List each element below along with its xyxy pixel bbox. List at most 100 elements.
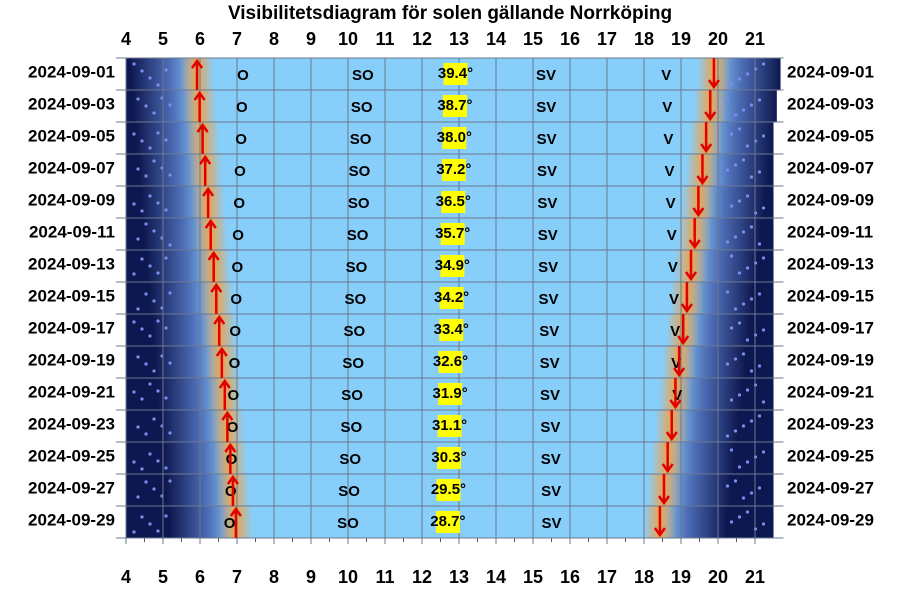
direction-label: O <box>232 227 244 244</box>
elevation-box <box>437 415 462 437</box>
x-tick-label-bottom: 8 <box>269 567 279 587</box>
star <box>164 138 168 142</box>
date-label-left: 2024-09-27 <box>28 478 115 497</box>
star <box>132 530 136 534</box>
star <box>164 68 168 72</box>
star <box>737 515 742 519</box>
date-label-left: 2024-09-23 <box>28 414 115 433</box>
direction-label: SO <box>350 131 372 148</box>
star <box>140 515 144 519</box>
x-tick-label-top: 8 <box>269 29 279 49</box>
star <box>156 271 160 275</box>
date-label-left: 2024-09-05 <box>28 126 115 145</box>
date-label-right: 2024-09-07 <box>787 158 874 177</box>
x-tick-label-top: 14 <box>486 29 506 49</box>
date-label-left: 2024-09-25 <box>28 446 115 465</box>
star <box>757 292 762 296</box>
date-label-left: 2024-09-03 <box>28 94 115 113</box>
x-tick-label-top: 9 <box>306 29 316 49</box>
elevation-box <box>439 319 464 341</box>
date-label-left: 2024-09-21 <box>28 382 115 401</box>
direction-label: SV <box>538 227 558 244</box>
star <box>168 291 172 295</box>
date-label-right: 2024-09-23 <box>787 414 874 433</box>
x-tick-label-top: 18 <box>634 29 654 49</box>
star <box>132 320 136 324</box>
star <box>148 194 152 198</box>
star <box>148 76 152 80</box>
date-label-left: 2024-09-01 <box>28 62 115 81</box>
star <box>737 199 742 203</box>
direction-label: V <box>667 227 677 244</box>
star <box>152 299 156 303</box>
sunset-arrow <box>700 122 713 154</box>
sunrise-arrow <box>226 474 239 506</box>
elevation-label: 32.6° <box>433 353 468 370</box>
elevation-label: 31.9° <box>433 385 468 402</box>
x-tick-label-top: 20 <box>708 29 728 49</box>
date-label-right: 2024-09-01 <box>787 62 874 81</box>
star <box>136 97 140 101</box>
direction-label: SV <box>537 195 557 212</box>
x-tick-label-bottom: 20 <box>708 567 728 587</box>
star <box>725 96 730 100</box>
star <box>761 328 766 332</box>
direction-label: O <box>234 163 246 180</box>
date-label-right: 2024-09-11 <box>787 222 873 241</box>
star <box>761 206 766 210</box>
star <box>749 491 754 495</box>
x-tick-label-bottom: 10 <box>338 567 358 587</box>
star <box>729 254 734 258</box>
star <box>741 424 746 428</box>
star <box>733 235 738 239</box>
sunset-arrow <box>707 58 720 90</box>
date-label-right: 2024-09-19 <box>787 350 874 369</box>
date-label-left: 2024-09-19 <box>28 350 115 369</box>
direction-label: SV <box>536 67 556 84</box>
direction-label: V <box>665 163 675 180</box>
direction-label: O <box>224 515 236 532</box>
star <box>148 522 152 526</box>
star <box>168 431 172 435</box>
x-tick-label-bottom: 16 <box>560 567 580 587</box>
x-tick-label-bottom: 15 <box>523 567 543 587</box>
x-tick-label-top: 13 <box>449 29 469 49</box>
x-tick-label-bottom: 11 <box>375 567 394 587</box>
star <box>140 209 144 213</box>
star <box>745 144 750 148</box>
star <box>741 230 746 234</box>
star <box>132 460 136 464</box>
sunset-arrow <box>680 282 693 314</box>
sunrise-arrow <box>202 186 215 218</box>
star <box>132 390 136 394</box>
elevation-box <box>436 479 461 501</box>
direction-label: SO <box>337 515 359 532</box>
star <box>148 382 152 386</box>
date-label-left: 2024-09-11 <box>29 222 115 241</box>
star <box>729 82 734 86</box>
star <box>136 495 140 499</box>
sunrise-arrow <box>213 314 226 346</box>
direction-label: V <box>661 67 671 84</box>
direction-label: SV <box>539 323 559 340</box>
star <box>132 272 136 276</box>
x-tick-label-bottom: 21 <box>745 567 765 587</box>
star <box>152 487 156 491</box>
direction-label: SV <box>541 515 561 532</box>
star <box>168 103 172 107</box>
star <box>729 448 734 452</box>
star <box>741 496 746 500</box>
direction-label: SV <box>540 419 560 436</box>
star <box>152 111 156 115</box>
star <box>757 170 762 174</box>
direction-label: SO <box>339 451 361 468</box>
star <box>749 175 754 179</box>
sunset-arrow <box>696 154 709 186</box>
star <box>733 479 738 483</box>
elevation-label: 30.3° <box>431 449 466 466</box>
x-tick-label-top: 15 <box>523 29 543 49</box>
star <box>164 514 168 518</box>
elevation-box <box>443 63 468 85</box>
direction-label: SO <box>342 355 364 372</box>
